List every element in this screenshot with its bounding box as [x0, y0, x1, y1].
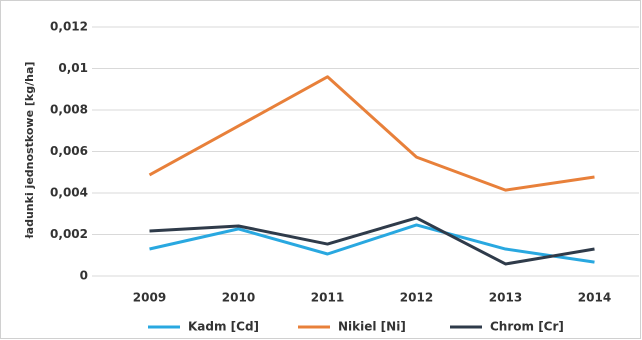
y-tick-label: 0,01: [58, 61, 88, 75]
y-tick-label: 0,004: [50, 186, 88, 200]
x-tick-label: 2013: [489, 291, 522, 305]
y-tick-label: 0,002: [50, 227, 88, 241]
y-tick-label: 0,012: [50, 20, 88, 34]
x-tick-label: 2012: [400, 291, 433, 305]
y-tick-label: 0,006: [50, 144, 88, 158]
legend-label: Chrom [Cr]: [490, 320, 564, 334]
x-tick-label: 2011: [311, 291, 344, 305]
legend-label: Nikiel [Ni]: [338, 320, 406, 334]
data-line: [148, 75, 595, 192]
y-tick-label: 0: [80, 269, 88, 283]
data-line: [149, 216, 595, 266]
data-line: [149, 223, 595, 264]
x-tick-label: 2014: [578, 291, 611, 305]
y-tick-label: 0,008: [50, 103, 88, 117]
x-tick-label: 2010: [222, 291, 255, 305]
x-tick-label: 2009: [133, 291, 166, 305]
y-axis-label: ładunki jednostkowe [kg/ha]: [23, 62, 36, 240]
legend-label: Kadm [Cd]: [188, 320, 259, 334]
